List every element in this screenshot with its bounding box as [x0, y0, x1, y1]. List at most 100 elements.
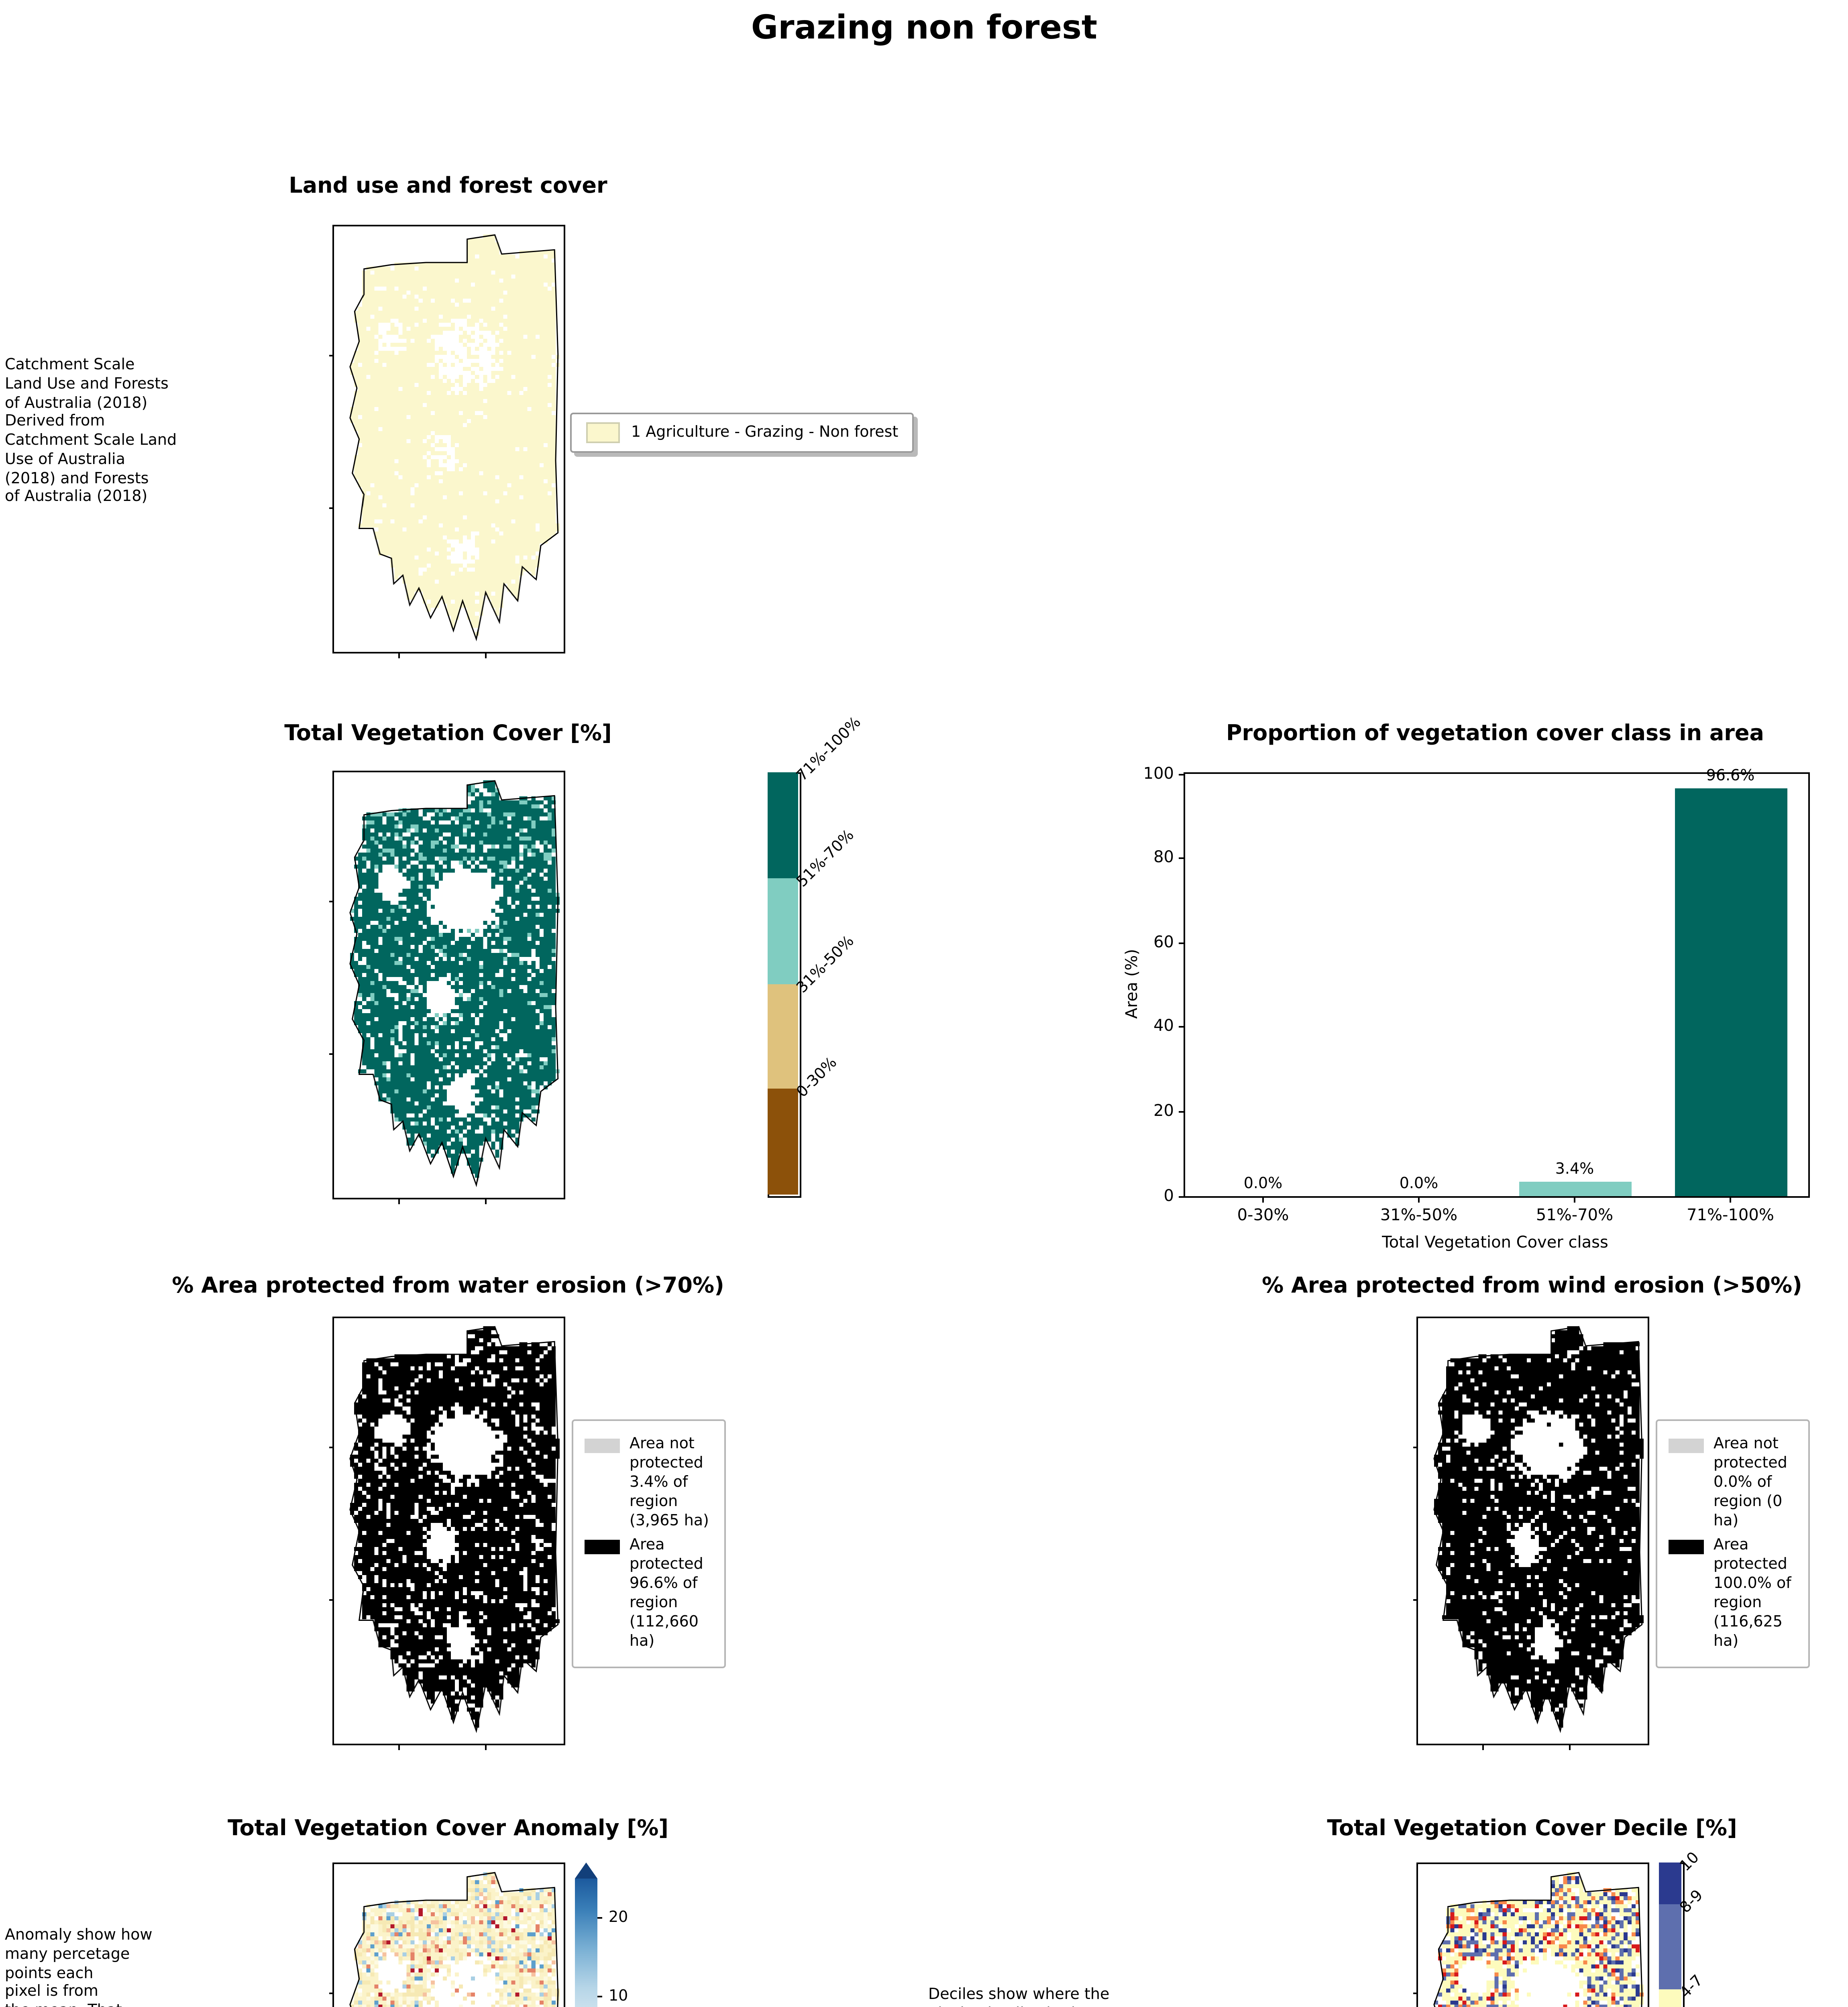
chart-bar-value-label: 0.0%: [1399, 1175, 1438, 1193]
anomaly-title: Total Vegetation Cover Anomaly [%]: [228, 1816, 668, 1842]
chart-y-tick: [1179, 773, 1185, 775]
proportion-chart-ylabel-text: Area (%): [1124, 949, 1142, 1018]
map-tick: [398, 1744, 400, 1749]
map-tick: [398, 1198, 400, 1203]
vegcover-panel-title: Total Vegetation Cover [%]: [284, 721, 612, 747]
map-tick: [328, 1446, 334, 1447]
wind-erosion-legend-entry: Area not protected 0.0% of region (0 ha): [1669, 1435, 1797, 1531]
map-tick: [1412, 1992, 1418, 1993]
chart-y-tick-label: 0: [1163, 1187, 1174, 1205]
map-tick: [485, 1198, 487, 1203]
map-tick: [328, 1053, 334, 1055]
anomaly-colorbar: 20100−10−20: [575, 1862, 628, 2007]
wind-erosion-legend-swatch: [1669, 1540, 1704, 1555]
wind-erosion-title: % Area protected from wind erosion (>50%…: [1262, 1273, 1802, 1299]
map-tick: [1412, 1446, 1418, 1447]
anomaly-tick-mark: [597, 1995, 602, 1997]
map-tick: [1569, 1744, 1571, 1749]
map-tick: [485, 1744, 487, 1749]
decile-colorbar-segment: [1659, 1905, 1681, 1990]
chart-x-tick-label: 0-30%: [1237, 1207, 1289, 1225]
landuse-map: [328, 225, 565, 657]
chart-x-tick: [1574, 1196, 1575, 1203]
page-title: Grazing non forest: [751, 8, 1098, 47]
map-tick: [1412, 1599, 1418, 1601]
water-erosion-legend: Area not protected 3.4% of region (3,965…: [572, 1419, 726, 1668]
wind-erosion-map: [1412, 1317, 1649, 1749]
chart-bar: [1518, 1182, 1631, 1196]
vegcover-colorbar-segment: [768, 878, 798, 983]
proportion-chart-title: Proportion of vegetation cover class in …: [1226, 721, 1764, 747]
vegcover-colorbar-segment: [768, 1089, 798, 1195]
chart-y-tick-label: 80: [1153, 849, 1174, 867]
anomaly-map-canvas: [334, 1864, 564, 2007]
water-erosion-map-canvas: [334, 1318, 564, 1744]
map-tick: [328, 900, 334, 902]
anomaly-tick-label: 10: [609, 1987, 628, 2005]
chart-y-tick-label: 40: [1153, 1018, 1174, 1036]
chart-y-tick-label: 100: [1143, 765, 1174, 783]
landuse-legend-label: 1 Agriculture - Grazing - Non forest: [631, 424, 899, 442]
decile-note: Deciles show where the pixel value lies …: [928, 1986, 1110, 2007]
vegcover-colorbar-label: 71%-100%: [793, 714, 865, 785]
map-tick: [328, 507, 334, 509]
chart-x-tick-label: 31%-50%: [1380, 1207, 1458, 1225]
wind-erosion-legend: Area not protected 0.0% of region (0 ha)…: [1656, 1419, 1810, 1668]
chart-y-tick: [1179, 1195, 1185, 1197]
vegcover-map-canvas: [334, 772, 564, 1198]
anomaly-tick-label: 20: [609, 1909, 628, 1927]
wind-erosion-map-canvas: [1418, 1318, 1648, 1744]
proportion-chart-ylabel: Area (%): [1124, 772, 1142, 1195]
anomaly-map: [328, 1862, 565, 2007]
proportion-chart-xlabel: Total Vegetation Cover class: [1382, 1235, 1608, 1252]
vegcover-colorbar-segment: [768, 983, 798, 1089]
chart-y-tick-label: 60: [1153, 934, 1174, 952]
landuse-map-canvas: [334, 226, 564, 652]
vegcover-colorbar-label: 31%-50%: [793, 932, 858, 996]
chart-bar-value-label: 96.6%: [1706, 767, 1755, 785]
decile-map-canvas: [1418, 1864, 1648, 2007]
anomaly-tick-mark: [597, 1917, 602, 1919]
chart-bar-value-label: 3.4%: [1555, 1161, 1594, 1179]
decile-colorbar-segment: [1659, 1989, 1681, 2007]
chart-y-tick: [1179, 942, 1185, 944]
map-tick: [398, 652, 400, 657]
chart-y-tick-label: 20: [1153, 1103, 1174, 1121]
proportion-chart-plot: 0 20 40 60 80 100 0.0% 0-30% 0.0% 31%-50% 3.4% 51%-…: [1143, 765, 1810, 1225]
water-erosion-map: [328, 1317, 565, 1749]
map-tick: [485, 652, 487, 657]
map-tick: [328, 1992, 334, 1993]
water-erosion-legend-entry: Area not protected 3.4% of region (3,965…: [585, 1435, 713, 1531]
map-tick: [328, 1599, 334, 1601]
vegcover-colorbar: 71%-100% 51%-70% 31%-50% 0-30%: [768, 714, 865, 1198]
landuse-legend-swatch: [586, 422, 620, 443]
chart-bar: [1674, 788, 1787, 1196]
water-erosion-legend-swatch: [585, 1540, 620, 1555]
water-erosion-legend-swatch: [585, 1439, 620, 1453]
wind-erosion-legend-swatch: [1669, 1439, 1704, 1453]
wind-erosion-legend-entry: Area protected 100.0% of region (116,625…: [1669, 1537, 1797, 1652]
water-erosion-title: % Area protected from water erosion (>70…: [172, 1273, 724, 1299]
chart-y-tick: [1179, 1111, 1185, 1113]
vegcover-colorbar-segment: [768, 772, 798, 878]
water-erosion-legend-label: Area protected 96.6% of region (112,660 …: [630, 1537, 703, 1651]
chart-x-tick: [1262, 1196, 1264, 1203]
chart-y-tick: [1179, 857, 1185, 859]
decile-colorbar: 108-94-72-31: [1659, 1849, 1707, 2007]
wind-erosion-legend-label: Area not protected 0.0% of region (0 ha): [1714, 1435, 1787, 1529]
chart-x-tick-label: 71%-100%: [1687, 1207, 1774, 1225]
map-tick: [1482, 1744, 1484, 1749]
chart-x-tick: [1730, 1196, 1731, 1203]
wind-erosion-legend-label: Area protected 100.0% of region (116,625…: [1714, 1537, 1791, 1651]
landuse-source-note: Catchment Scale Land Use and Forests of …: [5, 356, 177, 507]
anomaly-colorbar-gradient: [575, 1879, 597, 2007]
decile-map: [1412, 1862, 1649, 2007]
decile-colorbar-segment: [1659, 1862, 1681, 1905]
landuse-panel-title: Land use and forest cover: [289, 173, 607, 199]
vegcover-colorbar-label: 51%-70%: [793, 826, 858, 891]
water-erosion-legend-label: Area not protected 3.4% of region (3,965…: [630, 1435, 709, 1529]
anomaly-colorbar-top-arrow: [575, 1862, 597, 1879]
water-erosion-legend-entry: Area protected 96.6% of region (112,660 …: [585, 1537, 713, 1652]
landuse-legend: 1 Agriculture - Grazing - Non forest: [570, 413, 915, 453]
